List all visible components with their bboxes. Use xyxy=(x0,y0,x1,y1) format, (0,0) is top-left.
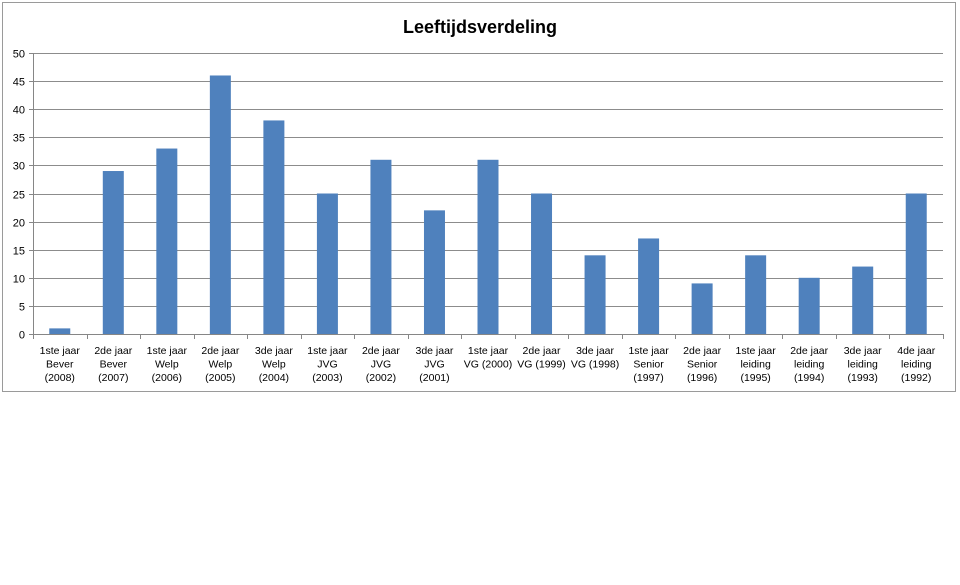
y-tick-label: 0 xyxy=(19,330,25,342)
x-category-label-line: 2de jaar xyxy=(201,345,239,357)
x-category-label: 1ste jaar leiding (1995) xyxy=(736,345,777,384)
x-category-label-line: (1997) xyxy=(633,372,663,384)
x-category-label-line: leiding xyxy=(901,359,932,371)
x-category-label-line: leiding xyxy=(848,359,879,371)
x-category-label: 1ste jaar JVG (2003) xyxy=(307,345,348,384)
bar xyxy=(209,75,231,334)
x-category-label-line: (2008) xyxy=(45,372,75,384)
x-category-label-line: Senior xyxy=(633,359,664,371)
x-category-label: 3de jaar leiding (1993) xyxy=(844,345,882,384)
bar xyxy=(370,159,392,334)
bar xyxy=(905,193,927,334)
x-category-label-line: (2004) xyxy=(259,372,289,384)
chart-title: Leeftijdsverdeling xyxy=(402,17,558,37)
x-category-label-line: 3de jaar xyxy=(844,345,882,357)
x-category-label-line: (2005) xyxy=(205,372,235,384)
bar xyxy=(745,255,767,334)
x-category-label-line: Bever xyxy=(100,359,128,371)
x-category-label-line: Bever xyxy=(46,359,74,371)
x-category-label: 1ste jaar Bever (2008) xyxy=(40,345,81,384)
x-category-label-line: (1994) xyxy=(794,372,824,384)
x-category-label-line: Senior xyxy=(687,359,718,371)
x-category-label-line: Welp xyxy=(262,359,286,371)
x-category-label-line: 1ste jaar xyxy=(40,345,81,357)
x-category-label-line: (2007) xyxy=(98,372,128,384)
y-tick-label: 45 xyxy=(13,77,25,89)
x-category-label-line: 2de jaar xyxy=(523,345,561,357)
x-category-label: 3de jaar JVG (2001) xyxy=(415,345,453,384)
bar xyxy=(531,193,553,334)
bar xyxy=(477,159,499,334)
x-category-label-line: 3de jaar xyxy=(576,345,614,357)
bar xyxy=(423,210,445,334)
x-category-label-line: 3de jaar xyxy=(415,345,453,357)
x-category-label-line: 2de jaar xyxy=(362,345,400,357)
x-category-label-line: VG (2000) xyxy=(464,359,512,371)
x-category-label: 2de jaar leiding (1994) xyxy=(790,345,828,384)
y-tick-label: 25 xyxy=(13,190,25,202)
x-category-label-line: VG (1999) xyxy=(517,359,565,371)
bar xyxy=(852,266,874,334)
bar xyxy=(263,120,285,334)
x-category-label-line: 1ste jaar xyxy=(307,345,348,357)
bar xyxy=(156,148,178,334)
bar xyxy=(798,277,820,334)
y-tick-label: 10 xyxy=(13,274,25,286)
x-category-label-line: 2de jaar xyxy=(790,345,828,357)
x-category-label-line: 4de jaar xyxy=(897,345,935,357)
x-category-label: 1ste jaar Welp (2006) xyxy=(147,345,188,384)
y-tick-label: 50 xyxy=(13,49,25,61)
x-category-label: 3de jaar Welp (2004) xyxy=(255,345,293,384)
x-category-label-line: (1993) xyxy=(848,372,878,384)
x-category-label-line: (2001) xyxy=(419,372,449,384)
chart-frame: Leeftijdsverdeling 0 5 10 15 20 25 30 35 40 45 50 1… xyxy=(2,2,956,392)
x-category-label-line: JVG xyxy=(371,359,391,371)
x-category-label-line: leiding xyxy=(740,359,771,371)
x-category-label: 2de jaar Bever (2007) xyxy=(94,345,132,384)
x-category-label: 1ste jaar Senior (1997) xyxy=(628,345,669,384)
x-category-label-line: 3de jaar xyxy=(255,345,293,357)
y-tick-label: 15 xyxy=(13,246,25,258)
x-category-label: 2de jaar Welp (2005) xyxy=(201,345,239,384)
y-tick-label: 20 xyxy=(13,218,25,230)
y-tick-label: 40 xyxy=(13,105,25,117)
x-category-label-line: 1ste jaar xyxy=(147,345,188,357)
x-category-label: 2de jaar JVG (2002) xyxy=(362,345,400,384)
x-category-label-line: 1ste jaar xyxy=(736,345,777,357)
bar xyxy=(584,255,606,334)
x-category-label: 2de jaar Senior (1996) xyxy=(683,345,721,384)
x-category-label-line: (2003) xyxy=(312,372,342,384)
x-category-label-line: (2002) xyxy=(366,372,396,384)
y-tick-label: 30 xyxy=(13,161,25,173)
y-tick-label: 5 xyxy=(19,302,25,314)
x-category-label-line: JVG xyxy=(317,359,337,371)
x-category-label-line: 2de jaar xyxy=(683,345,721,357)
bar xyxy=(691,283,713,334)
x-category-label-line: (1995) xyxy=(740,372,770,384)
x-category-label: 1ste jaar VG (2000) xyxy=(464,345,512,371)
x-category-label-line: Welp xyxy=(155,359,179,371)
x-category-label: 2de jaar VG (1999) xyxy=(517,345,565,371)
bar xyxy=(316,193,338,334)
x-category-label-line: (1996) xyxy=(687,372,717,384)
x-category-label: 4de jaar leiding (1992) xyxy=(897,345,935,384)
bar xyxy=(49,328,71,334)
x-category-label-line: VG (1998) xyxy=(571,359,619,371)
x-category-label-line: Welp xyxy=(208,359,232,371)
x-category-label-line: JVG xyxy=(424,359,444,371)
x-category-label-line: leiding xyxy=(794,359,825,371)
x-category-label-line: 1ste jaar xyxy=(468,345,509,357)
x-category-label: 3de jaar VG (1998) xyxy=(571,345,619,371)
bar xyxy=(102,171,124,334)
x-category-label-line: (2006) xyxy=(152,372,182,384)
x-category-label-line: (1992) xyxy=(901,372,931,384)
x-category-label-line: 2de jaar xyxy=(94,345,132,357)
bar xyxy=(638,238,660,334)
x-category-label-line: 1ste jaar xyxy=(628,345,669,357)
y-tick-label: 35 xyxy=(13,133,25,145)
